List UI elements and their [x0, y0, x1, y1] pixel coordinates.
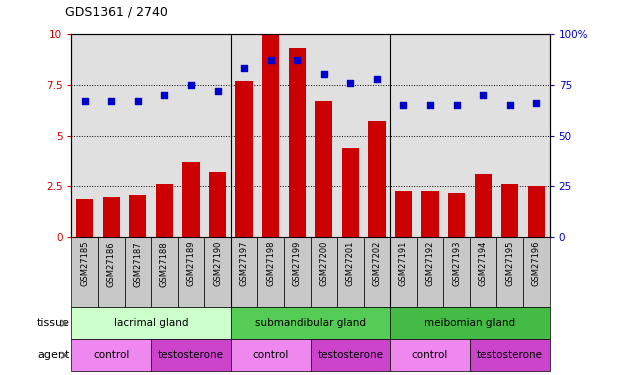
Text: agent: agent [37, 350, 70, 360]
Bar [98, 237, 125, 307]
Point [106, 98, 116, 104]
Bar [390, 237, 417, 307]
Point [478, 92, 488, 98]
Bar [395, 190, 412, 237]
Point [133, 98, 143, 104]
Bar [337, 237, 364, 307]
Text: lacrimal gland: lacrimal gland [114, 318, 188, 328]
Bar [310, 339, 390, 371]
Bar [364, 237, 390, 307]
Text: control: control [412, 350, 448, 360]
Text: GSM27187: GSM27187 [134, 241, 142, 286]
Text: GSM27195: GSM27195 [505, 241, 514, 286]
Text: GSM27185: GSM27185 [80, 241, 89, 286]
Point [319, 72, 329, 78]
Bar [528, 186, 545, 237]
Point [345, 80, 355, 86]
Text: GSM27200: GSM27200 [319, 241, 329, 286]
Point [160, 92, 170, 98]
Bar [523, 237, 550, 307]
Bar [501, 184, 519, 237]
Point [292, 57, 302, 63]
Text: GSM27192: GSM27192 [425, 241, 435, 286]
Text: control: control [93, 350, 129, 360]
Bar [342, 148, 359, 237]
Point [505, 102, 515, 108]
Point [532, 100, 542, 106]
Text: GSM27189: GSM27189 [186, 241, 196, 286]
Bar [470, 339, 550, 371]
Text: GSM27202: GSM27202 [373, 241, 381, 286]
Bar [231, 237, 257, 307]
Bar [231, 307, 390, 339]
Text: GSM27190: GSM27190 [213, 241, 222, 286]
Point [239, 65, 249, 71]
Bar [125, 237, 151, 307]
Text: control: control [253, 350, 289, 360]
Bar [76, 199, 93, 237]
Bar [71, 237, 98, 307]
Bar [71, 307, 231, 339]
Text: GSM27188: GSM27188 [160, 241, 169, 286]
Point [212, 88, 222, 94]
Bar [470, 237, 496, 307]
Bar [71, 339, 151, 371]
Bar [183, 162, 199, 237]
Bar [129, 195, 147, 237]
Bar [496, 237, 523, 307]
Text: GSM27191: GSM27191 [399, 241, 408, 286]
Text: GSM27194: GSM27194 [479, 241, 487, 286]
Bar [443, 237, 470, 307]
Text: GSM27199: GSM27199 [292, 241, 302, 286]
Text: GSM27201: GSM27201 [346, 241, 355, 286]
Bar [178, 237, 204, 307]
Bar [284, 237, 310, 307]
Text: GSM27196: GSM27196 [532, 241, 541, 286]
Point [451, 102, 461, 108]
Text: GDS1361 / 2740: GDS1361 / 2740 [65, 6, 168, 19]
Text: meibomian gland: meibomian gland [424, 318, 515, 328]
Text: GSM27193: GSM27193 [452, 241, 461, 286]
Text: submandibular gland: submandibular gland [255, 318, 366, 328]
Text: GSM27198: GSM27198 [266, 241, 275, 286]
Bar [102, 196, 120, 237]
Bar [310, 237, 337, 307]
Bar [474, 174, 492, 237]
Bar [368, 122, 386, 237]
Bar [390, 339, 470, 371]
Bar [204, 237, 231, 307]
Point [425, 102, 435, 108]
Bar [315, 101, 332, 237]
Bar [151, 237, 178, 307]
Point [266, 57, 276, 63]
Bar [235, 81, 253, 237]
Point [186, 82, 196, 88]
Bar [209, 172, 226, 237]
Text: testosterone: testosterone [158, 350, 224, 360]
Bar [257, 237, 284, 307]
Text: GSM27186: GSM27186 [107, 241, 116, 286]
Text: testosterone: testosterone [477, 350, 543, 360]
Bar [390, 307, 550, 339]
Point [372, 75, 382, 81]
Bar [231, 339, 310, 371]
Bar [156, 184, 173, 237]
Bar [151, 339, 231, 371]
Text: tissue: tissue [37, 318, 70, 328]
Bar [262, 34, 279, 237]
Bar [289, 48, 306, 237]
Bar [422, 190, 438, 237]
Bar [417, 237, 443, 307]
Bar [448, 193, 465, 237]
Text: GSM27197: GSM27197 [240, 241, 248, 286]
Point [399, 102, 409, 108]
Point [79, 98, 89, 104]
Text: testosterone: testosterone [317, 350, 383, 360]
